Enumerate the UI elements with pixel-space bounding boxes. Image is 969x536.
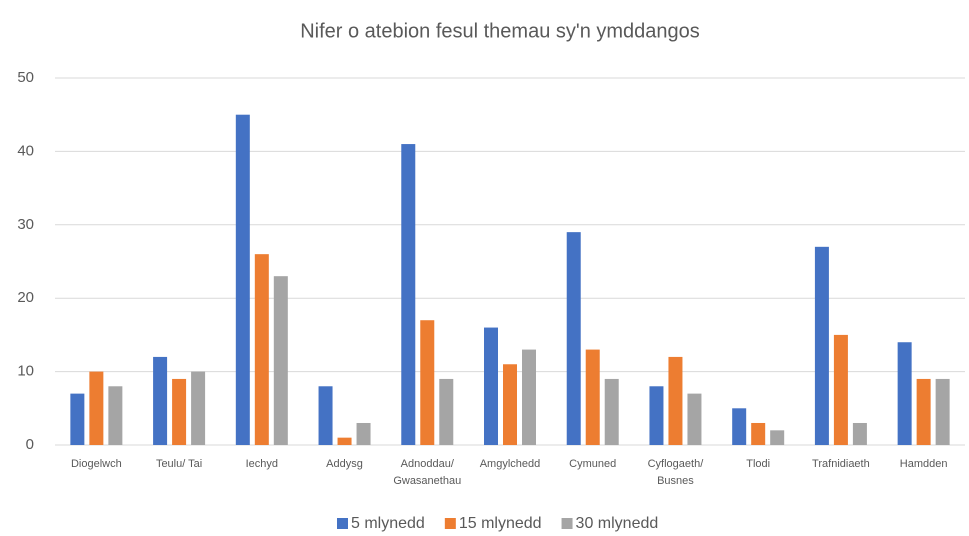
bar [897,342,912,445]
legend-swatch [337,518,348,529]
bar [153,356,168,445]
chart-title: Nifer o atebion fesul themau sy'n ymddan… [300,20,700,42]
x-tick-label: Iechyd [245,458,279,470]
x-tick-label: Diogelwch [70,458,122,470]
legend-label: 30 mlynedd [576,515,659,532]
bar [566,232,581,445]
y-tick-label: 50 [17,69,34,86]
bar [522,349,536,445]
bar [833,334,848,445]
x-tick-label: Adnoddau/ Gwasanethau [393,458,462,487]
y-tick-label: 0 [26,436,34,453]
legend-swatch [444,518,456,529]
bar [273,276,288,445]
bar [89,371,104,445]
bar [732,408,747,445]
x-tick-label: Hamdden [899,458,948,470]
y-tick-label: 20 [17,289,34,306]
x-tick-label: Addysg [326,458,363,470]
y-tick-label: 40 [17,142,34,159]
bar [318,386,333,445]
bar [649,386,664,445]
bar [751,422,766,445]
legend-label: 15 mlynedd [459,515,542,532]
bar [916,378,931,445]
bar [439,378,454,445]
bar [235,114,250,445]
y-tick-label: 10 [17,363,34,380]
x-tick-label: Cymuned [569,458,617,470]
legend-swatch [561,518,573,529]
x-tick-label: Trafnidiaeth [812,458,870,470]
x-tick-label: Teulu/ Tai [155,458,203,470]
bar [337,437,352,445]
bar [604,378,619,445]
bar [254,254,269,445]
bar [191,371,206,445]
bar [852,422,867,445]
bar [420,320,435,445]
bar [687,393,702,445]
bar [585,349,600,445]
bar [70,393,85,445]
bar [503,364,517,445]
bar [770,430,785,445]
bar [484,327,498,445]
x-tick-label: Cyflogaeth/ Busnes [647,458,704,487]
legend-label: 5 mlynedd [351,515,425,532]
bar [935,378,950,445]
y-tick-label: 30 [17,216,34,233]
x-tick-label: Tlodi [746,458,771,470]
bar [814,246,829,445]
bar [108,386,123,445]
x-tick-label: Amgylchedd [479,458,541,470]
bar [401,144,416,445]
bar [356,422,371,445]
bar [172,378,187,445]
bar [668,356,683,445]
